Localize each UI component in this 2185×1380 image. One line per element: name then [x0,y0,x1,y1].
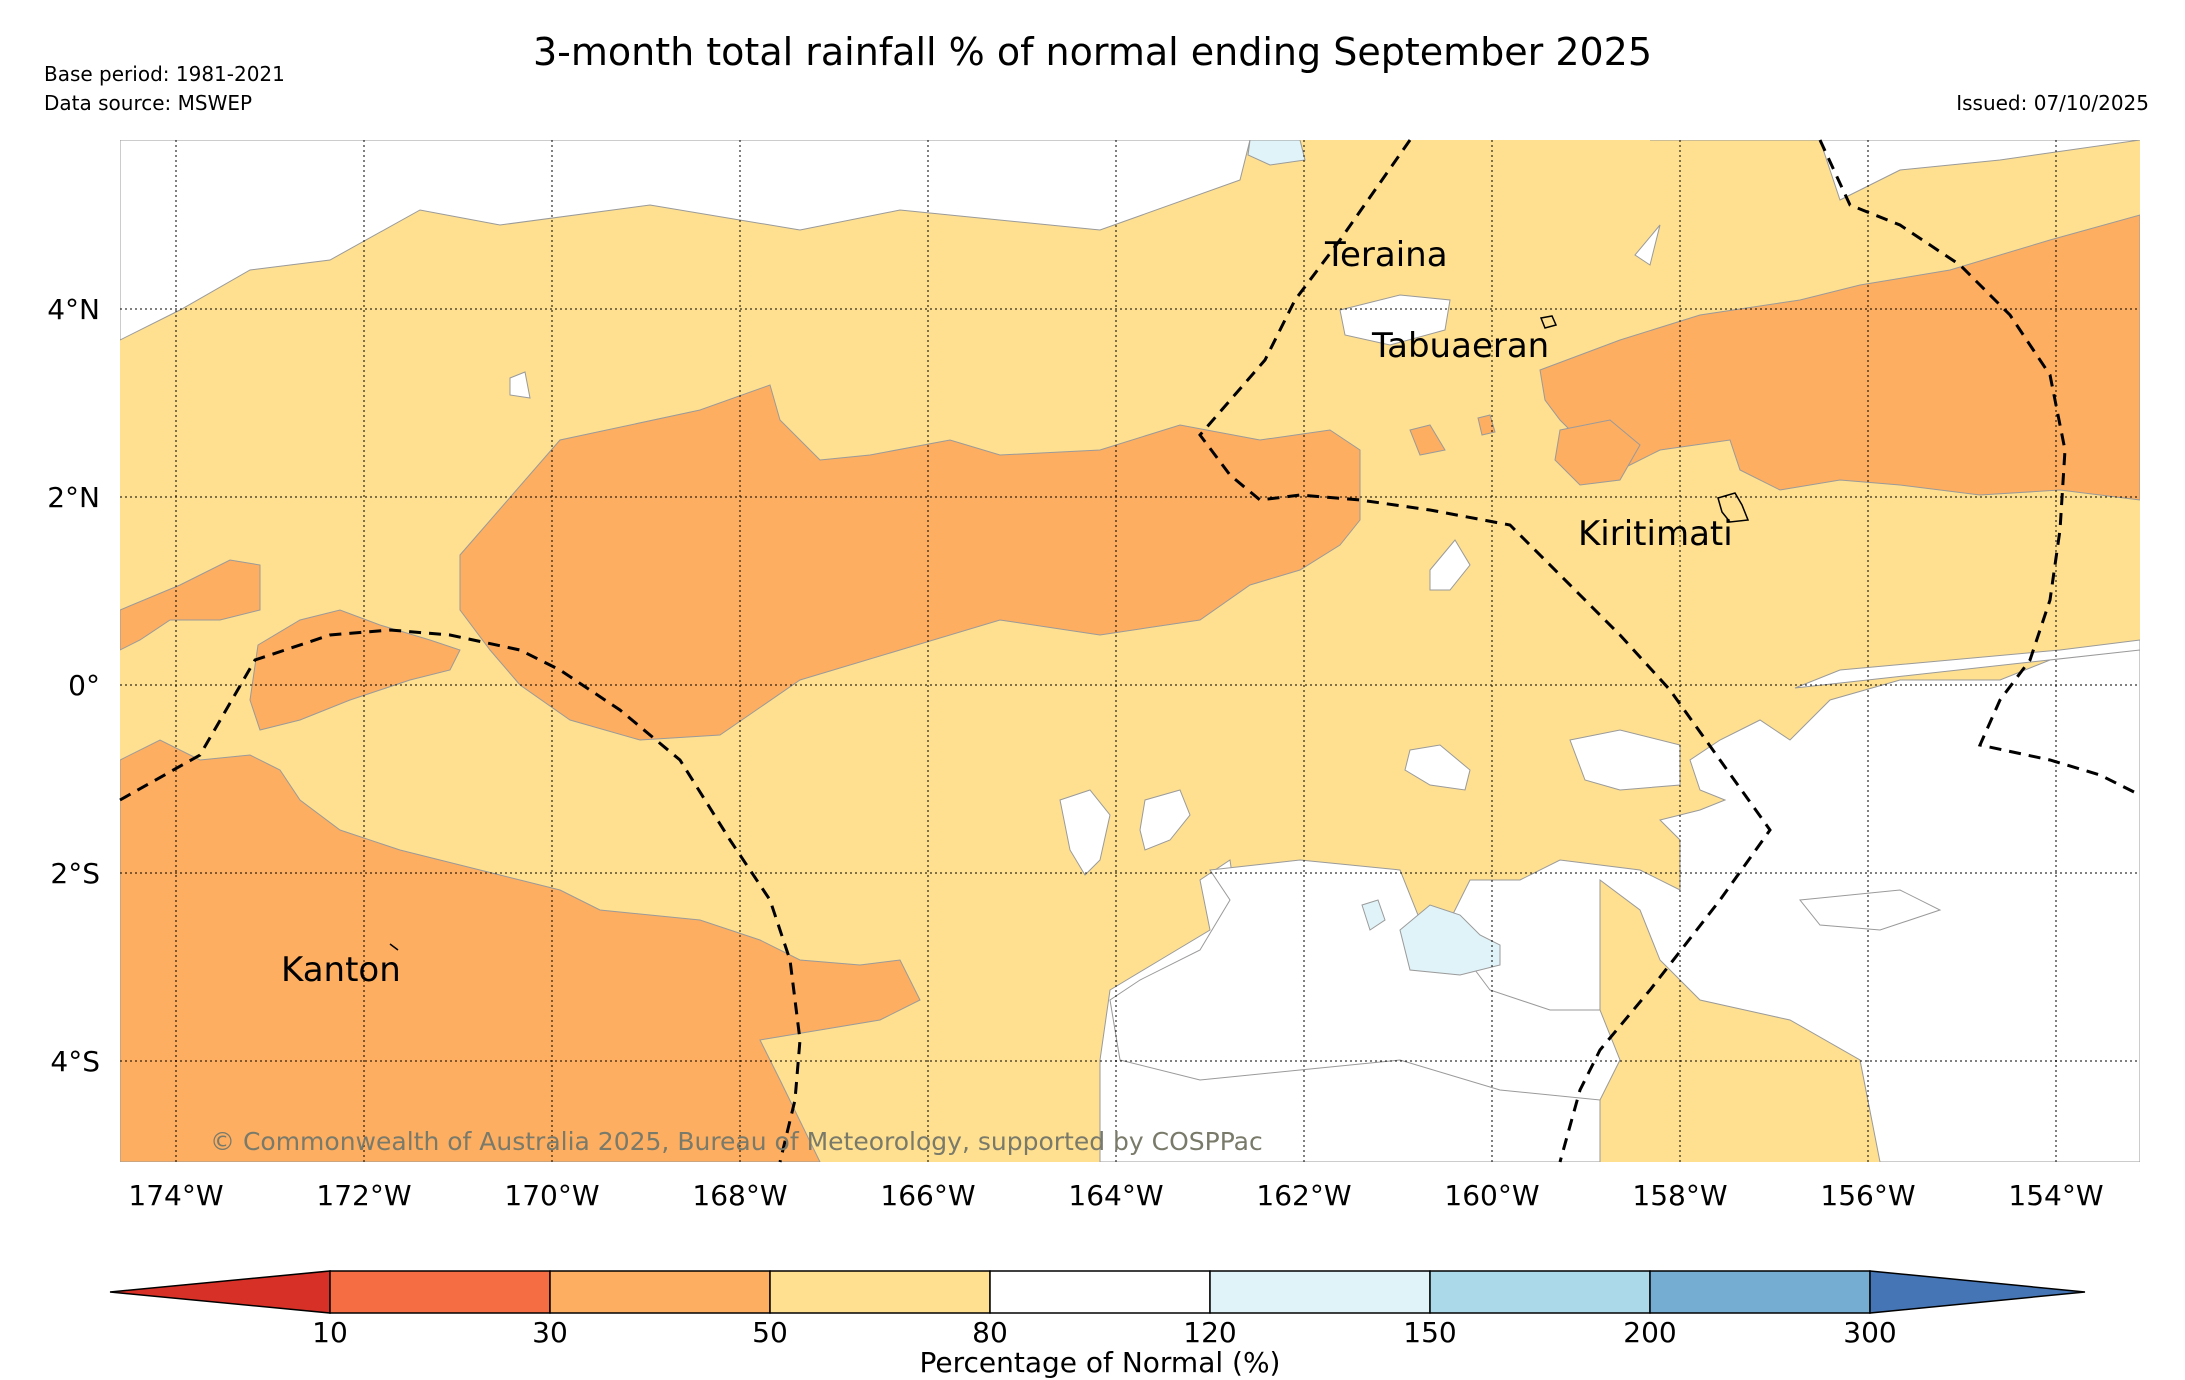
field-120-150-patch [1399,904,1501,976]
gridlines [120,140,2140,1162]
lon-label: 164°W [1068,1179,1163,1212]
colorbar-title: Percentage of Normal (%) [920,1346,1281,1379]
place-teraina: Teraina [1324,235,1448,275]
base-period-note: Base period: 1981-2021 [44,62,285,86]
lat-label: 2°S [50,857,100,890]
lon-label: 158°W [1632,1179,1727,1212]
map-title: 3-month total rainfall % of normal endin… [532,30,1653,74]
colorbar-swatch-30-50 [549,1270,771,1314]
field-80-120-patch [1404,744,1471,791]
colorbar-tick: 30 [532,1316,568,1349]
islands [389,315,1750,951]
lon-label: 174°W [128,1179,223,1212]
lon-label: 168°W [692,1179,787,1212]
longitude-labels: 174°W 172°W 170°W 168°W 166°W 164°W 162°… [128,1179,2103,1212]
field-30-50-patch [1554,419,1641,486]
field-80-120-patch [1799,889,1942,931]
field-80-120-patch [1429,539,1471,591]
field-120-150-patch [1247,140,1306,166]
field-120-150-patch [1361,899,1386,931]
field-30-50-west [120,559,261,651]
field-30-50-southwest [120,739,921,1162]
lon-label: 166°W [880,1179,975,1212]
place-kanton: Kanton [281,950,401,990]
place-kiritimati: Kiritimati [1578,514,1733,554]
field-80-120-patch [1139,789,1191,851]
colorbar-swatch-10-30 [329,1270,551,1314]
colorbar-swatch-120-150 [1209,1270,1431,1314]
lon-label: 162°W [1256,1179,1351,1212]
colorbar-tick: 300 [1843,1316,1896,1349]
colorbar-swatch-50-80 [769,1270,991,1314]
place-tabuaeran: Tabuaeran [1371,326,1549,366]
colorbar-tick: 150 [1403,1316,1456,1349]
rainfall-field [120,140,2140,1162]
copyright-notice: © Commonwealth of Australia 2025, Bureau… [210,1127,1263,1156]
colorbar-tick: 200 [1623,1316,1676,1349]
lat-label: 0° [68,669,100,702]
colorbar-swatch-200-300 [1649,1270,1871,1314]
field-80-120-north [120,140,1251,341]
kiritimati-island [1717,492,1750,523]
lon-label: 160°W [1444,1179,1539,1212]
colorbar-swatch-80-120 [989,1270,1211,1314]
lon-label: 172°W [316,1179,411,1212]
lat-label: 2°N [47,481,100,514]
tabuaeran-island [1539,315,1558,329]
issued-date: Issued: 07/10/2025 [1956,91,2149,115]
colorbar-swatch-above-300 [1869,1270,2086,1314]
field-80-120-patch [1634,224,1661,266]
kanton-island [389,943,399,951]
field-80-120-northeast [1650,140,2140,201]
colorbar-swatch-below-10 [109,1270,331,1314]
field-30-50-equator [249,609,461,731]
colorbar-tick: 10 [312,1316,348,1349]
lat-label: 4°N [47,293,100,326]
field-30-50-central [459,384,1361,741]
field-30-50-patch [1477,414,1496,436]
field-80-120-patch [1059,789,1111,876]
colorbar: 10 30 50 80 120 150 200 300 Percentage o… [109,1270,2086,1379]
colorbar-tick: 50 [752,1316,788,1349]
lon-label: 170°W [504,1179,599,1212]
colorbar-tick: 80 [972,1316,1008,1349]
lat-label: 4°S [50,1045,100,1078]
colorbar-swatch-150-200 [1429,1270,1651,1314]
field-80-120-patch [509,371,531,399]
lon-label: 156°W [1820,1179,1915,1212]
lon-label: 154°W [2008,1179,2103,1212]
field-80-120-patch [1339,294,1451,346]
eez-boundaries [119,139,2141,1163]
data-source-note: Data source: MSWEP [44,91,253,115]
latitude-labels: 4°N 2°N 0° 2°S 4°S [47,293,100,1078]
field-30-50-patch [1409,424,1446,456]
colorbar-tick: 120 [1183,1316,1236,1349]
